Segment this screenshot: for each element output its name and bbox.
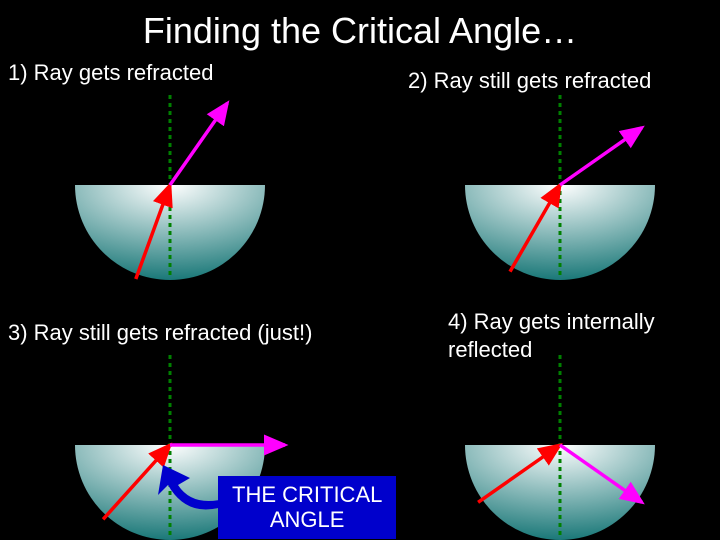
page-title: Finding the Critical Angle… <box>0 10 720 52</box>
panel4-diagram <box>430 350 690 540</box>
callout-line2: ANGLE <box>270 507 345 532</box>
panel1-diagram <box>40 90 300 280</box>
panel3-caption: 3) Ray still gets refracted (just!) <box>8 320 312 346</box>
critical-angle-callout: THE CRITICAL ANGLE <box>218 476 396 539</box>
panel1-caption: 1) Ray gets refracted <box>8 60 213 86</box>
callout-arrow-icon <box>148 460 238 530</box>
panel2-diagram <box>430 90 690 280</box>
callout-line1: THE CRITICAL <box>232 482 382 507</box>
